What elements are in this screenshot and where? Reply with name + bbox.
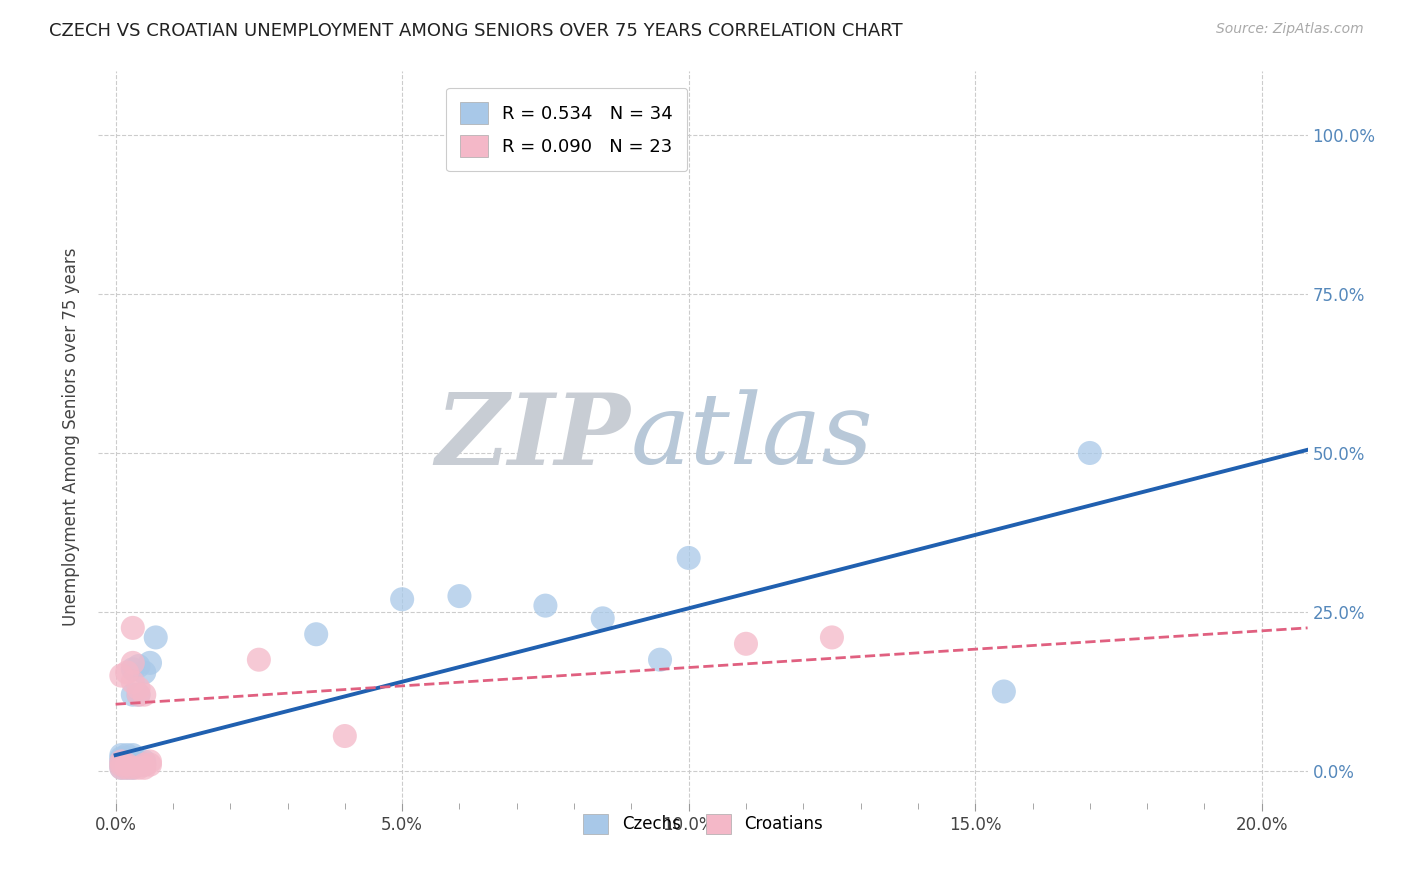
Point	[145, 631, 167, 645]
Point	[139, 656, 162, 670]
Text: Source: ZipAtlas.com: Source: ZipAtlas.com	[1216, 22, 1364, 37]
Point	[121, 761, 143, 775]
Point	[134, 688, 156, 702]
Point	[333, 729, 356, 743]
Point	[110, 755, 132, 769]
Point	[121, 755, 143, 769]
Point	[121, 751, 143, 765]
Point	[115, 748, 138, 763]
Point	[993, 684, 1015, 698]
Point	[110, 751, 132, 765]
Point	[121, 688, 143, 702]
Y-axis label: Unemployment Among Seniors over 75 years: Unemployment Among Seniors over 75 years	[62, 248, 80, 626]
Point	[139, 757, 162, 772]
Point	[1078, 446, 1101, 460]
Point	[247, 653, 270, 667]
Point	[391, 592, 413, 607]
Point	[115, 755, 138, 769]
Point	[592, 611, 614, 625]
Point	[305, 627, 328, 641]
Point	[115, 665, 138, 680]
Point	[134, 757, 156, 772]
Point	[128, 688, 150, 702]
Point	[110, 748, 132, 763]
Point	[110, 755, 132, 769]
Point	[110, 757, 132, 772]
Point	[128, 681, 150, 696]
Point	[134, 757, 156, 772]
Point	[121, 757, 143, 772]
Point	[115, 761, 138, 775]
Point	[121, 675, 143, 690]
Point	[128, 688, 150, 702]
Point	[534, 599, 557, 613]
Point	[735, 637, 758, 651]
Point	[134, 665, 156, 680]
Legend: Czechs, Croatians: Czechs, Croatians	[572, 802, 834, 846]
Point	[121, 662, 143, 676]
Point	[115, 757, 138, 772]
Point	[121, 621, 143, 635]
Point	[678, 550, 700, 565]
Point	[110, 761, 132, 775]
Point	[115, 751, 138, 765]
Point	[574, 128, 596, 142]
Point	[128, 659, 150, 673]
Point	[110, 668, 132, 682]
Point	[449, 589, 471, 603]
Point	[121, 656, 143, 670]
Text: atlas: atlas	[630, 390, 873, 484]
Text: ZIP: ZIP	[436, 389, 630, 485]
Point	[128, 755, 150, 769]
Point	[139, 755, 162, 769]
Point	[110, 757, 132, 772]
Point	[128, 761, 150, 775]
Point	[134, 761, 156, 775]
Point	[110, 761, 132, 775]
Point	[121, 761, 143, 775]
Point	[821, 631, 844, 645]
Point	[134, 755, 156, 769]
Text: CZECH VS CROATIAN UNEMPLOYMENT AMONG SENIORS OVER 75 YEARS CORRELATION CHART: CZECH VS CROATIAN UNEMPLOYMENT AMONG SEN…	[49, 22, 903, 40]
Point	[115, 757, 138, 772]
Point	[121, 748, 143, 763]
Point	[648, 653, 671, 667]
Point	[115, 761, 138, 775]
